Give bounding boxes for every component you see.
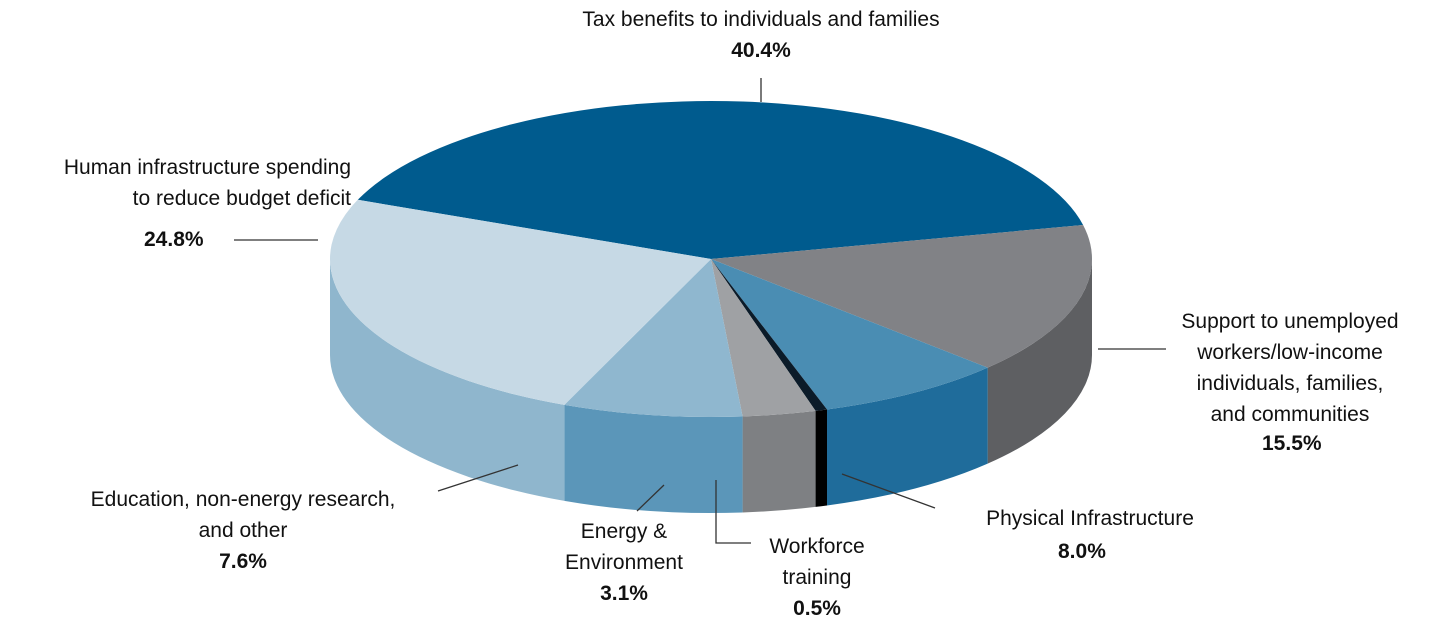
pie-side-workforce (816, 410, 827, 507)
label-support-name: Support to unemployed workers/low-income… (1150, 306, 1430, 430)
label-workforce-name: Workforce training (746, 531, 888, 593)
label-physical-value-wrap: 8.0% (1058, 536, 1106, 567)
label-tax: Tax benefits to individuals and families… (560, 4, 962, 66)
label-support: Support to unemployed workers/low-income… (1150, 306, 1430, 430)
label-tax-name: Tax benefits to individuals and families (560, 4, 962, 35)
label-support-value-wrap: 15.5% (1262, 428, 1322, 459)
label-education: Education, non-energy research, and othe… (58, 484, 428, 577)
label-physical-value: 8.0% (1058, 536, 1106, 567)
pie-top-slices (330, 101, 1092, 417)
label-physical-name: Physical Infrastructure (940, 503, 1240, 534)
label-human-name: Human infrastructure spending to reduce … (0, 152, 351, 214)
label-education-name: Education, non-energy research, and othe… (58, 484, 428, 546)
label-tax-value: 40.4% (560, 35, 962, 66)
label-education-value: 7.6% (58, 546, 428, 577)
label-physical: Physical Infrastructure (940, 503, 1240, 534)
label-human-value: 24.8% (144, 224, 204, 255)
label-human-value-wrap: 24.8% (144, 224, 204, 255)
label-human: Human infrastructure spending to reduce … (0, 152, 351, 214)
label-energy: Energy & Environment 3.1% (549, 516, 699, 609)
label-workforce: Workforce training 0.5% (746, 531, 888, 624)
pie-side-energy (743, 411, 816, 513)
label-workforce-value: 0.5% (746, 593, 888, 624)
label-energy-value: 3.1% (549, 578, 699, 609)
label-energy-name: Energy & Environment (549, 516, 699, 578)
label-support-value: 15.5% (1262, 428, 1322, 459)
